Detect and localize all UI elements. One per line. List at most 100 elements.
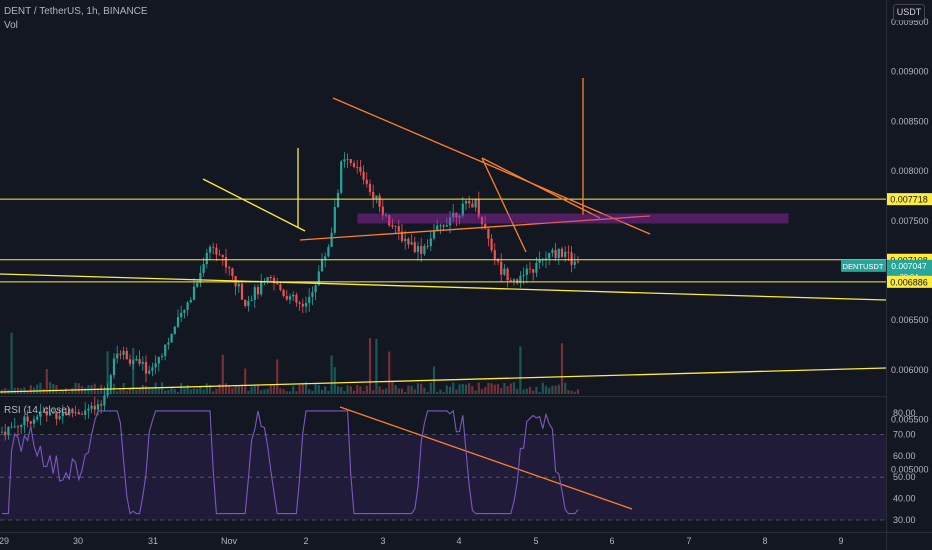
candle-body bbox=[330, 232, 333, 247]
purple-range-box bbox=[357, 213, 789, 224]
volume-bar bbox=[116, 391, 119, 394]
volume-bar bbox=[538, 391, 541, 394]
price-level-text: 0.007718 bbox=[890, 195, 928, 205]
candle-body bbox=[138, 358, 141, 364]
volume-bar bbox=[119, 388, 122, 394]
price-level-text: 0.006886 bbox=[890, 277, 928, 287]
volume-bar bbox=[228, 386, 231, 394]
volume-bar bbox=[352, 390, 356, 394]
candle-body bbox=[356, 166, 359, 168]
candle-body bbox=[247, 300, 250, 307]
price-labels: 0.0077180.007108DENTUSDT0.00704730:040.0… bbox=[841, 193, 932, 288]
volume-bar bbox=[138, 388, 141, 394]
candle-body bbox=[13, 426, 16, 428]
candle-body bbox=[490, 238, 493, 251]
volume-bar bbox=[490, 383, 493, 394]
volume-bar bbox=[551, 385, 554, 394]
x-tick-label: 6 bbox=[609, 536, 614, 546]
candle-body bbox=[349, 159, 352, 163]
volume-bar bbox=[560, 343, 564, 394]
candle-body bbox=[196, 283, 199, 287]
candle-body bbox=[68, 408, 71, 416]
candle-body bbox=[199, 272, 202, 284]
volume-bar bbox=[202, 389, 205, 394]
volume-bar bbox=[564, 382, 567, 394]
volume-bar bbox=[375, 338, 378, 394]
volume-bar bbox=[132, 347, 135, 394]
candle-body bbox=[160, 356, 164, 358]
volume-bar bbox=[400, 388, 404, 394]
candle-body bbox=[519, 275, 522, 284]
candle-body bbox=[314, 285, 317, 293]
candle-body bbox=[324, 256, 327, 260]
volume-bar bbox=[487, 382, 490, 394]
volume-bar bbox=[532, 390, 535, 394]
candle-body bbox=[292, 294, 295, 297]
candle-body bbox=[445, 225, 448, 227]
candle-body bbox=[135, 358, 138, 361]
candle-body bbox=[528, 268, 532, 270]
candle-body bbox=[23, 416, 26, 426]
volume-bar bbox=[164, 390, 167, 394]
volume-bar bbox=[391, 382, 394, 394]
candle-body bbox=[128, 359, 132, 364]
volume-bar bbox=[471, 386, 474, 394]
volume-bar bbox=[253, 385, 256, 394]
candle-body bbox=[16, 426, 20, 428]
volume-bar bbox=[365, 385, 368, 394]
rsi-polyline bbox=[2, 409, 579, 515]
volume-bar bbox=[423, 387, 426, 394]
candle-body bbox=[295, 294, 298, 303]
volume-bar bbox=[426, 391, 429, 394]
volume-bar bbox=[480, 389, 484, 394]
symbol-title: DENT / TetherUS, 1h, BINANCE bbox=[4, 6, 148, 17]
volume-bar bbox=[410, 385, 413, 394]
candle-body bbox=[432, 230, 436, 239]
candle-body bbox=[4, 431, 7, 436]
y-tick-label: 0.009500 bbox=[891, 17, 929, 27]
volume-bar bbox=[208, 385, 212, 394]
candle-body bbox=[228, 267, 231, 269]
candle-body bbox=[416, 246, 420, 253]
x-tick-label: 9 bbox=[838, 536, 843, 546]
candle-body bbox=[480, 216, 484, 224]
volume-bar bbox=[445, 385, 448, 394]
rsi-band bbox=[0, 433, 886, 521]
volume-bar bbox=[26, 390, 29, 394]
candle-body bbox=[500, 261, 503, 275]
candle-body bbox=[509, 280, 512, 282]
volume-bar bbox=[250, 386, 253, 394]
candle-body bbox=[362, 171, 365, 180]
symbol-tag bbox=[841, 259, 886, 272]
candle-body bbox=[122, 350, 125, 355]
candle-body bbox=[77, 412, 80, 415]
candle-body bbox=[317, 271, 320, 286]
rsi-title: RSI (14, close) bbox=[4, 405, 71, 416]
y-tick-label: 0.005000 bbox=[891, 464, 929, 474]
candle-body bbox=[180, 312, 183, 318]
candle-body bbox=[458, 215, 461, 218]
volume-bar bbox=[144, 385, 148, 394]
candle-body bbox=[215, 247, 218, 255]
candle-body bbox=[359, 167, 362, 172]
volume-bar bbox=[442, 391, 445, 394]
volume-bar bbox=[381, 389, 384, 394]
currency-unit-button[interactable]: USDT bbox=[893, 4, 925, 21]
candle-body bbox=[308, 296, 311, 304]
price-level-tag bbox=[887, 275, 932, 288]
candle-body bbox=[567, 251, 570, 253]
candle-body bbox=[538, 259, 541, 263]
volume-bar bbox=[247, 390, 250, 394]
volume-bar bbox=[298, 384, 301, 394]
volume-bar bbox=[244, 368, 247, 394]
volume-bar bbox=[106, 351, 109, 394]
y-tick-label: 0.009000 bbox=[891, 67, 929, 77]
candle-body bbox=[106, 388, 109, 396]
candle-body bbox=[452, 212, 455, 218]
volume-bar bbox=[151, 388, 154, 394]
volume-bar bbox=[128, 388, 132, 394]
candle-body bbox=[148, 370, 151, 374]
volume-bar bbox=[397, 388, 400, 394]
x-tick-label: 5 bbox=[533, 536, 538, 546]
